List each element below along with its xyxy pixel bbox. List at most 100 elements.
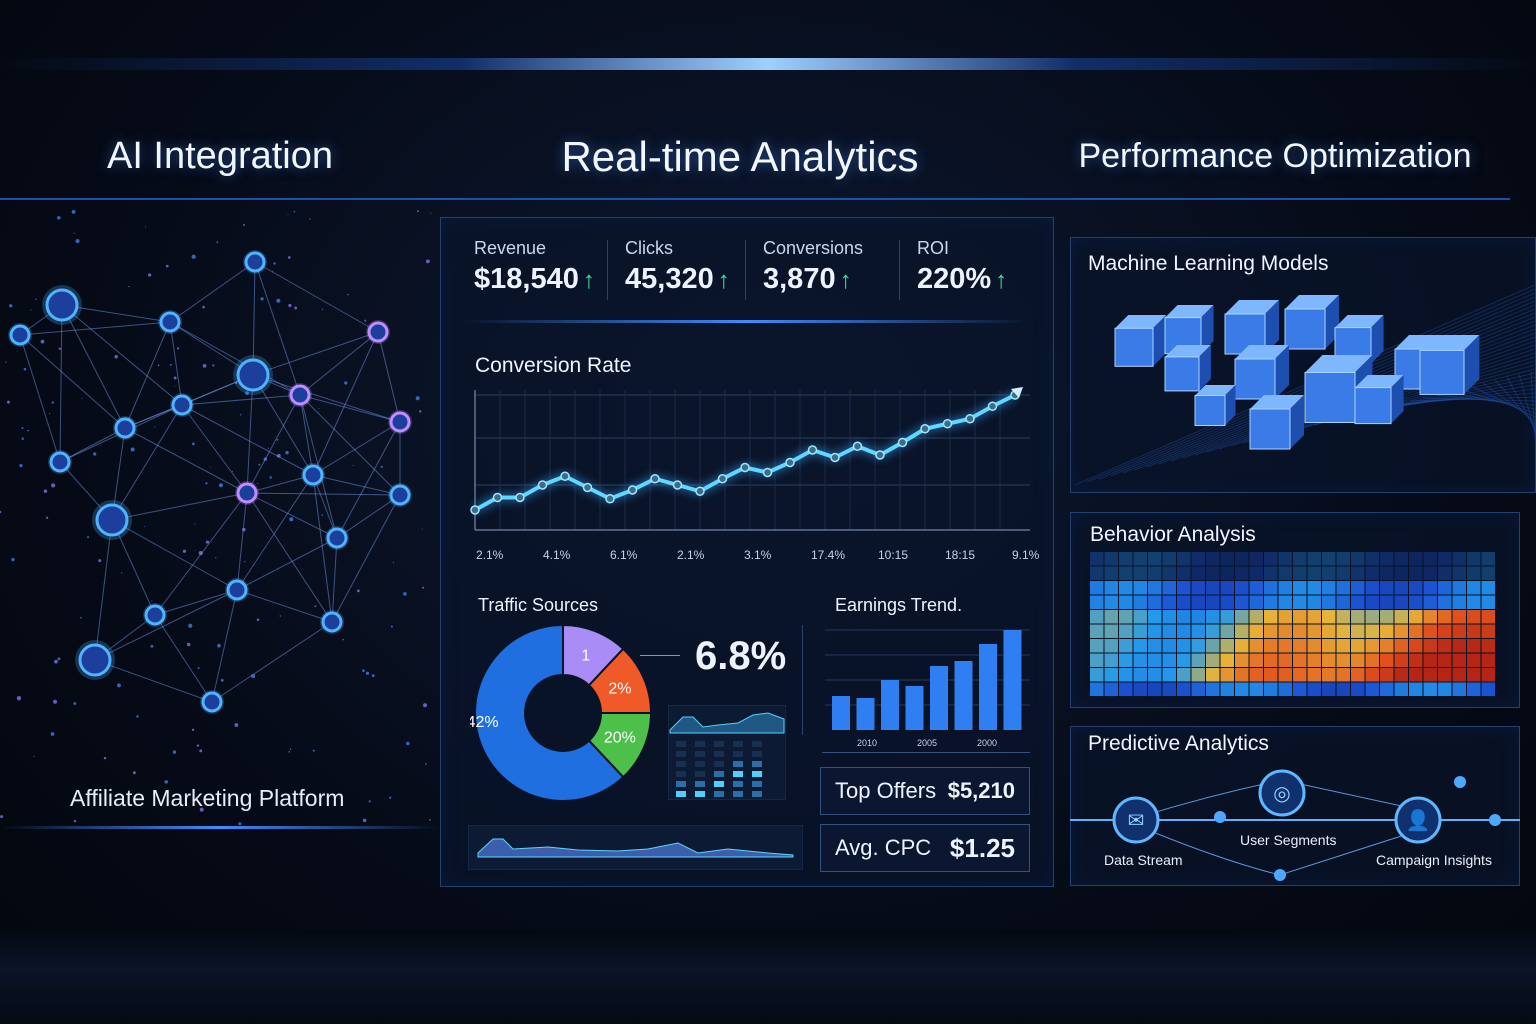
network-edge [124,321,171,429]
heatmap-cell [1452,610,1466,624]
heatmap-cell [1133,624,1147,638]
network-node [171,394,193,416]
particle [58,347,62,351]
kpi-number: 3,870 [763,263,836,295]
network-edge [246,394,301,494]
heatmap-cell [1162,581,1176,595]
heatmap-cell [1293,581,1307,595]
earnings-bar [1003,630,1022,730]
heatmap-cell [1380,610,1394,624]
particle [30,309,32,311]
earnings-trend-chart: 2010 2005 2000 [825,629,1030,748]
particle [192,442,195,446]
mini-bar-cell [752,751,762,757]
data-point [492,492,503,503]
network-node [244,251,266,273]
heatmap-cell [1249,682,1263,696]
heatmap-cell [1307,653,1321,667]
heatmap-cell [1351,639,1365,653]
particle [314,605,317,608]
heatmap-cell [1438,624,1452,638]
heatmap-cell [1351,552,1365,566]
heatmap-cell [1090,595,1104,609]
light-streak [1434,394,1535,406]
mini-bar-top [676,791,686,797]
particle [342,638,344,641]
heatmap-cell [1481,581,1495,595]
particle [389,796,392,799]
heatmap-cell [1394,624,1408,638]
top-glow-bar [0,58,1536,70]
data-point [470,505,480,515]
network-edge [312,474,333,623]
heatmap-cell [1264,624,1278,638]
x-tick-label: 2.1% [476,548,504,562]
heatmap-cell [1467,653,1481,667]
heatmap-cell [1264,566,1278,580]
particle [422,703,428,708]
network-node [321,611,343,633]
heatmap-cell [1177,566,1191,580]
mini-bar-cell [714,761,724,767]
particle [238,822,242,826]
particle [33,755,35,757]
network-edge [94,589,238,661]
mini-wave [669,712,785,734]
network-node [49,451,71,473]
mini-bar-cell [733,791,743,797]
mini-bar-cell [752,761,762,767]
flow-dot [1489,814,1501,826]
heatmap-cell [1365,581,1379,595]
stat-label: Avg. CPC [835,835,932,860]
header-performance-optimization: Performance Optimization [1040,115,1510,200]
heatmap-cell [1162,624,1176,638]
particle [21,427,24,430]
data-point [897,437,908,448]
particle [293,211,296,213]
heatmap-cell [1380,682,1394,696]
heatmap-cell [1307,682,1321,696]
particle [365,671,370,675]
heatmap-cell [1394,639,1408,653]
heatmap-cell [1090,610,1104,624]
heatmap-cell [1119,653,1133,667]
kpi-value: 45,320 ↑ [625,263,765,296]
network-edge [61,304,126,429]
heatmap-cell [1220,682,1234,696]
heatmap-cell [1467,668,1481,682]
cube-front [1114,327,1154,367]
mini-bar-cell [752,791,762,797]
heatmap-cell [1423,639,1437,653]
particle [403,592,407,596]
heatmap-cell [1380,595,1394,609]
heatmap-cell [1409,624,1423,638]
data-point [852,441,863,451]
cube-side [1225,385,1236,426]
light-streak [1470,385,1535,418]
particle [287,214,289,216]
particle [256,618,260,622]
heatmap-cell [1090,668,1104,682]
heatmap-cell [1235,581,1249,595]
particle [164,780,168,784]
heatmap-cell [1322,595,1336,609]
network-edge [312,331,379,476]
particle [147,273,152,277]
network-edge [181,404,314,476]
particle [27,429,30,432]
heatmap-cell [1293,639,1307,653]
heatmap-cell [1191,595,1205,609]
heatmap-cell [1394,581,1408,595]
heatmap-cell [1133,668,1147,682]
heatmap-cell [1481,566,1495,580]
data-point [695,486,705,496]
heatmap-cell [1307,552,1321,566]
heatmap-cell [1264,552,1278,566]
stat-value: $1.25 [949,832,1015,863]
x-tick-label: 18:15 [945,548,976,562]
network-edge [211,589,238,703]
particle [243,223,245,226]
heatmap-cell [1380,624,1394,638]
heatmap-cell [1104,552,1118,566]
heatmap-cell [1423,682,1437,696]
